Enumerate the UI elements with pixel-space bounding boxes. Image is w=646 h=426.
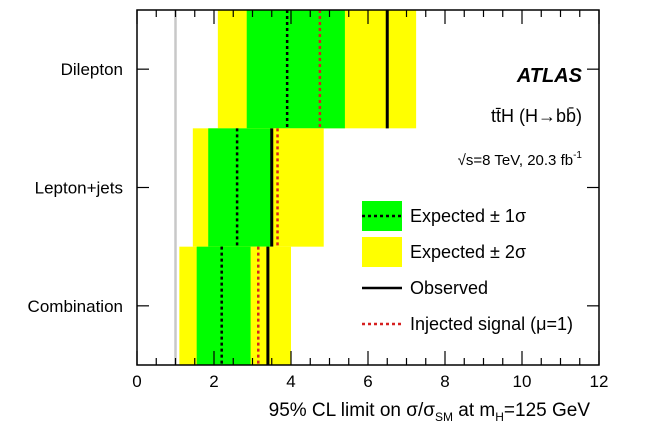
process-label: tt̄H (H→bb̄)	[491, 106, 582, 126]
x-tick-label: 2	[209, 372, 218, 391]
x-axis-label: 95% CL limit on σ/σSM at mH=125 GeV	[269, 400, 591, 424]
atlas-annotation: ATLAS tt̄H (H→bb̄) √s=8 TeV, 20.3 fb-1	[458, 65, 583, 169]
legend-label: Expected ± 2σ	[410, 242, 526, 262]
band-1sigma-combination	[196, 246, 251, 365]
legend-item: Expected ± 2σ	[362, 237, 526, 267]
x-tick-label: 10	[513, 372, 532, 391]
legend: Expected ± 1σ Expected ± 2σ Observed Inject…	[362, 201, 573, 334]
x-label-sub2: H	[495, 410, 504, 424]
energy-lumi-text: √s=8 TeV, 20.3 fb	[458, 152, 573, 169]
energy-lumi-sup: -1	[573, 150, 582, 161]
x-label-prefix: 95% CL limit on σ/σ	[269, 400, 436, 421]
legend-label: Expected ± 1σ	[410, 206, 526, 226]
x-tick-label: 6	[363, 372, 372, 391]
category-label: Lepton+jets	[35, 179, 123, 198]
legend-item: Injected signal (μ=1)	[362, 314, 573, 334]
x-tick-label: 8	[440, 372, 449, 391]
energy-lumi-label: √s=8 TeV, 20.3 fb-1	[458, 150, 583, 169]
legend-swatch	[362, 237, 402, 267]
x-tick-label: 12	[590, 372, 609, 391]
x-label-sub1: SM	[435, 410, 453, 424]
x-tick-label: 4	[286, 372, 295, 391]
x-tick-label: 0	[132, 372, 141, 391]
category-label: Combination	[28, 297, 123, 316]
axes: Dilepton Lepton+jets Combination 0 2 4 6 8 10 12	[28, 9, 609, 391]
x-label-suffix: =125 GeV	[504, 400, 590, 421]
plot-area	[174, 10, 417, 365]
atlas-label: ATLAS	[516, 65, 583, 87]
legend-label: Injected signal (μ=1)	[410, 314, 573, 334]
legend-item: Observed	[362, 278, 488, 298]
band-1sigma-lepton-jets	[208, 128, 272, 247]
x-label-mid: at m	[453, 400, 495, 421]
category-label: Dilepton	[61, 60, 123, 79]
band-1sigma-dilepton	[246, 10, 345, 129]
legend-label: Observed	[410, 278, 488, 298]
legend-item: Expected ± 1σ	[362, 201, 526, 231]
